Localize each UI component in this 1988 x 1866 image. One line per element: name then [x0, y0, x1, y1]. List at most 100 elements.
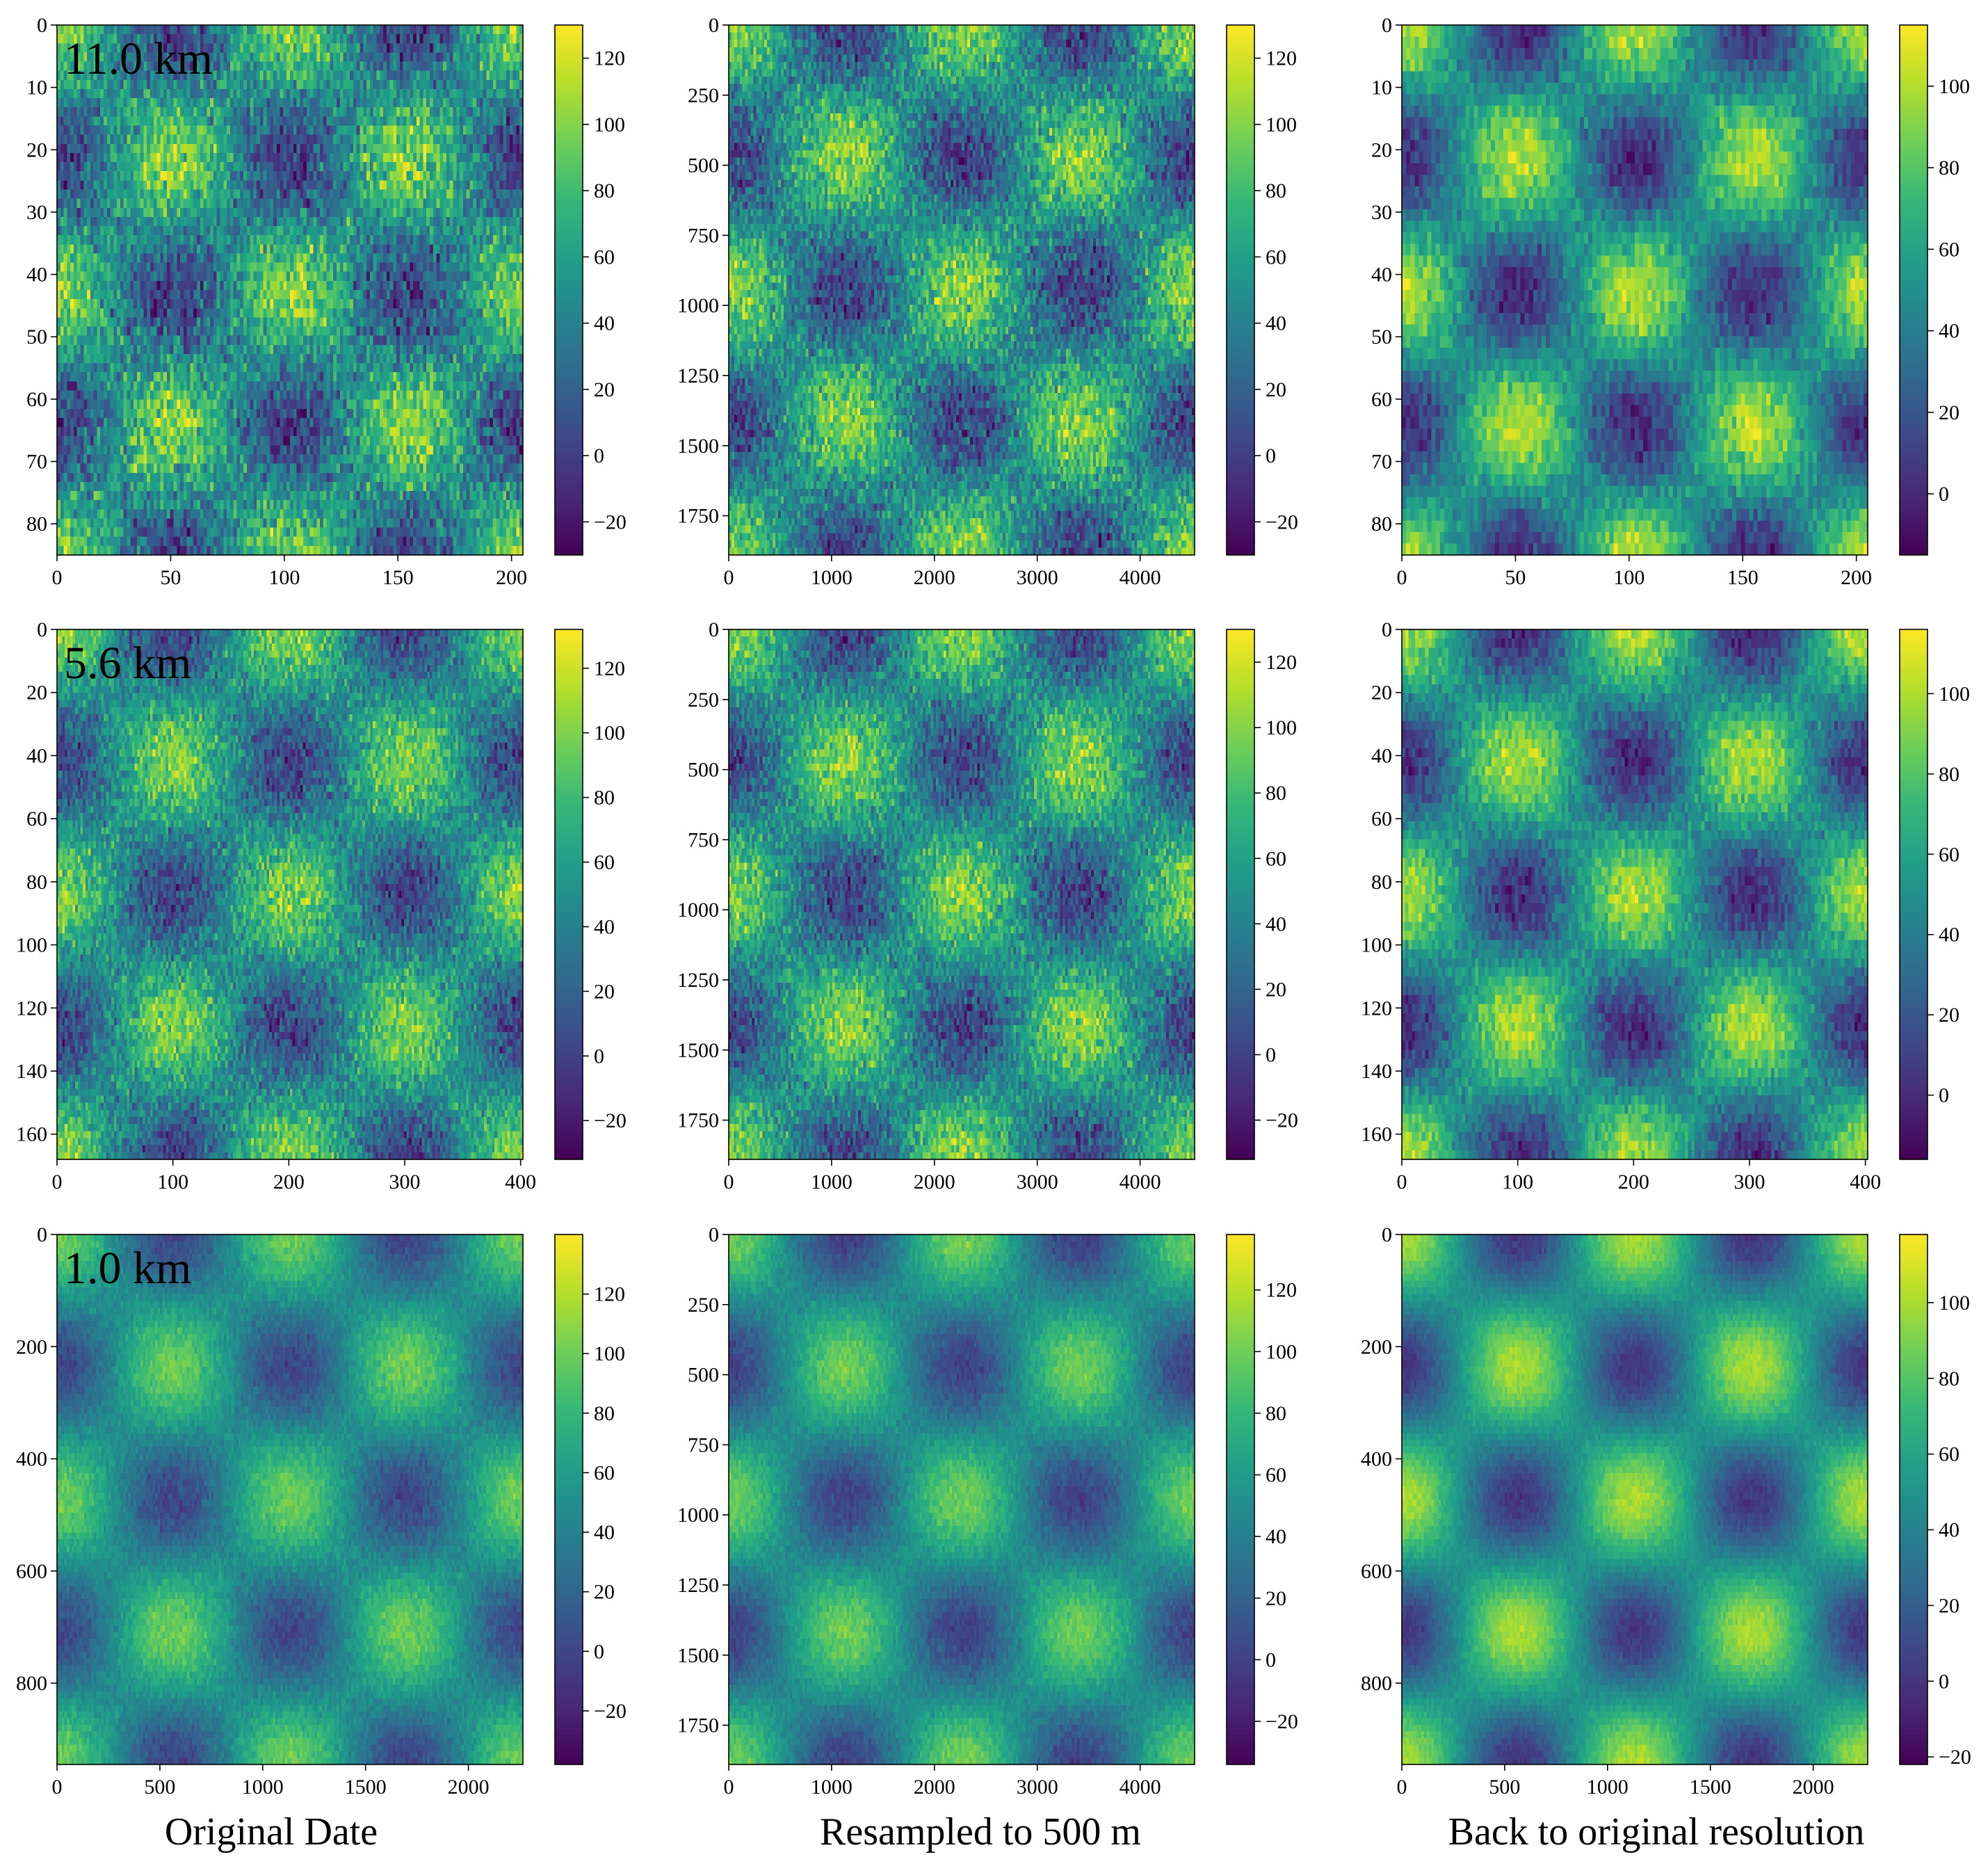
- y-tick-label: 70: [26, 451, 47, 474]
- y-tick-label: 100: [16, 934, 47, 957]
- x-tick-label: 0: [1397, 1776, 1407, 1799]
- colorbar-tick-label: 100: [1266, 113, 1297, 136]
- y-tick-label: 40: [1371, 264, 1392, 287]
- x-tick-label: 2000: [914, 566, 955, 589]
- colorbar-tick-label: 60: [1939, 843, 1959, 866]
- y-tick-label: 60: [1371, 807, 1392, 830]
- colorbar-tick-label: 20: [1939, 1004, 1959, 1027]
- colorbar-tick-label: 100: [1939, 1292, 1970, 1314]
- y-tick-label: 200: [1361, 1335, 1392, 1358]
- y-tick-label: 140: [1361, 1060, 1392, 1083]
- colorbar-tick-label: 100: [594, 722, 625, 745]
- colorbar-tick-label: 40: [1939, 320, 1959, 343]
- colorbar-tick-label: 20: [594, 1581, 615, 1604]
- x-tick-label: 0: [724, 1171, 734, 1193]
- y-tick-label: 80: [26, 513, 47, 536]
- y-tick-label: 30: [26, 201, 47, 224]
- colorbar-tick-label: 0: [594, 444, 604, 467]
- y-tick-label: 0: [1382, 618, 1392, 641]
- colorbar-tick-label: −20: [594, 1109, 627, 1132]
- x-tick-label: 0: [52, 1776, 63, 1799]
- x-tick-label: 1500: [345, 1776, 387, 1799]
- y-tick-label: 0: [1382, 1223, 1392, 1246]
- y-tick-label: 100: [1361, 934, 1392, 957]
- y-tick-label: 60: [26, 807, 47, 830]
- colorbar: [1227, 25, 1254, 555]
- colorbar-tick-label: 60: [1939, 1443, 1959, 1466]
- colorbar-tick-label: 40: [1939, 1519, 1959, 1542]
- y-tick-label: 0: [37, 14, 47, 37]
- colorbar-tick-label: 120: [1266, 1279, 1297, 1302]
- x-tick-label: 0: [52, 566, 63, 589]
- colorbar-tick-label: 40: [594, 312, 615, 335]
- caption-original: Original Date: [165, 1810, 378, 1853]
- x-tick-label: 3000: [1017, 566, 1058, 589]
- heatmap-image: [729, 629, 1195, 1159]
- x-tick-label: 1000: [242, 1776, 284, 1799]
- colorbar-tick-label: 80: [594, 179, 615, 202]
- colorbar-frame: [1226, 1234, 1255, 1765]
- colorbar-tick-label: 40: [594, 1521, 615, 1544]
- y-tick-label: 60: [26, 388, 47, 411]
- resolution-label: 11.0 km: [64, 33, 213, 84]
- colorbar: [1900, 25, 1928, 555]
- y-tick-label: 1250: [677, 969, 719, 992]
- colorbar-tick-label: 80: [1939, 763, 1959, 786]
- heatmap-image: [1402, 1234, 1868, 1764]
- y-tick-label: 120: [16, 997, 47, 1020]
- heatmap-panel-r2-c2: 0 200 400 600 800 0 500 1000 1500 2000 −20 0 20 40 60 8…: [1361, 1223, 1971, 1799]
- x-tick-label: 1000: [811, 1776, 852, 1799]
- y-tick-label: 20: [26, 682, 47, 705]
- y-tick-label: 80: [1371, 513, 1392, 536]
- colorbar: [555, 25, 583, 555]
- y-tick-label: 40: [26, 264, 47, 287]
- y-tick-label: 800: [16, 1672, 47, 1695]
- heatmap-panel-r2-c0: 0 200 400 600 800 0 500 1000 1500 2000 1.0 km −20 0 2…: [16, 1223, 627, 1799]
- x-tick-label: 200: [273, 1171, 305, 1193]
- heatmap-image: [1402, 25, 1868, 555]
- y-tick-label: 750: [688, 1433, 719, 1456]
- y-tick-label: 1000: [677, 899, 719, 922]
- x-tick-label: 500: [144, 1776, 175, 1799]
- heatmap-image: [57, 25, 523, 555]
- heatmap-image: [57, 629, 523, 1159]
- colorbar-tick-label: 60: [594, 1461, 615, 1484]
- y-tick-label: 500: [688, 1364, 719, 1387]
- y-tick-label: 1500: [677, 1644, 719, 1667]
- y-tick-label: 0: [37, 618, 47, 641]
- x-tick-label: 1000: [811, 566, 852, 589]
- colorbar-tick-label: 0: [1266, 1043, 1276, 1066]
- colorbar-tick-label: 100: [1266, 1340, 1297, 1363]
- y-tick-label: 1000: [677, 294, 719, 317]
- y-tick-label: 50: [1371, 325, 1392, 348]
- colorbar: [1900, 1234, 1928, 1764]
- colorbar-tick-label: 80: [1939, 1367, 1959, 1390]
- x-tick-label: 3000: [1017, 1776, 1058, 1799]
- colorbar-tick-label: 60: [594, 851, 615, 874]
- colorbar-tick-label: 20: [1266, 378, 1286, 401]
- y-tick-label: 1000: [677, 1504, 719, 1527]
- colorbar-tick-label: 80: [594, 787, 615, 810]
- colorbar-tick-label: 0: [1939, 483, 1949, 506]
- y-tick-label: 1750: [677, 505, 719, 528]
- x-tick-label: 100: [1502, 1171, 1533, 1193]
- y-tick-label: 250: [688, 84, 719, 107]
- colorbar-tick-label: 40: [1939, 924, 1959, 947]
- heatmap-image: [1402, 629, 1868, 1159]
- colorbar-tick-label: 100: [1939, 682, 1970, 705]
- colorbar-tick-label: −20: [1266, 1710, 1298, 1733]
- x-tick-label: 1000: [811, 1171, 852, 1193]
- y-tick-label: 750: [688, 224, 719, 247]
- colorbar-tick-label: 20: [594, 980, 615, 1003]
- y-tick-label: 40: [1371, 744, 1392, 767]
- colorbar-tick-label: 40: [1266, 912, 1286, 935]
- heatmap-panel-r0-c2: 0 10 20 30 40 50 60 70 80 0 50 100 150 200 0 20 40 60 80 10…: [1371, 14, 1970, 589]
- y-tick-label: 80: [26, 871, 47, 894]
- x-tick-label: 0: [724, 1776, 734, 1799]
- colorbar: [1900, 629, 1928, 1159]
- x-tick-label: 0: [724, 566, 734, 589]
- colorbar-tick-label: 100: [1939, 75, 1970, 98]
